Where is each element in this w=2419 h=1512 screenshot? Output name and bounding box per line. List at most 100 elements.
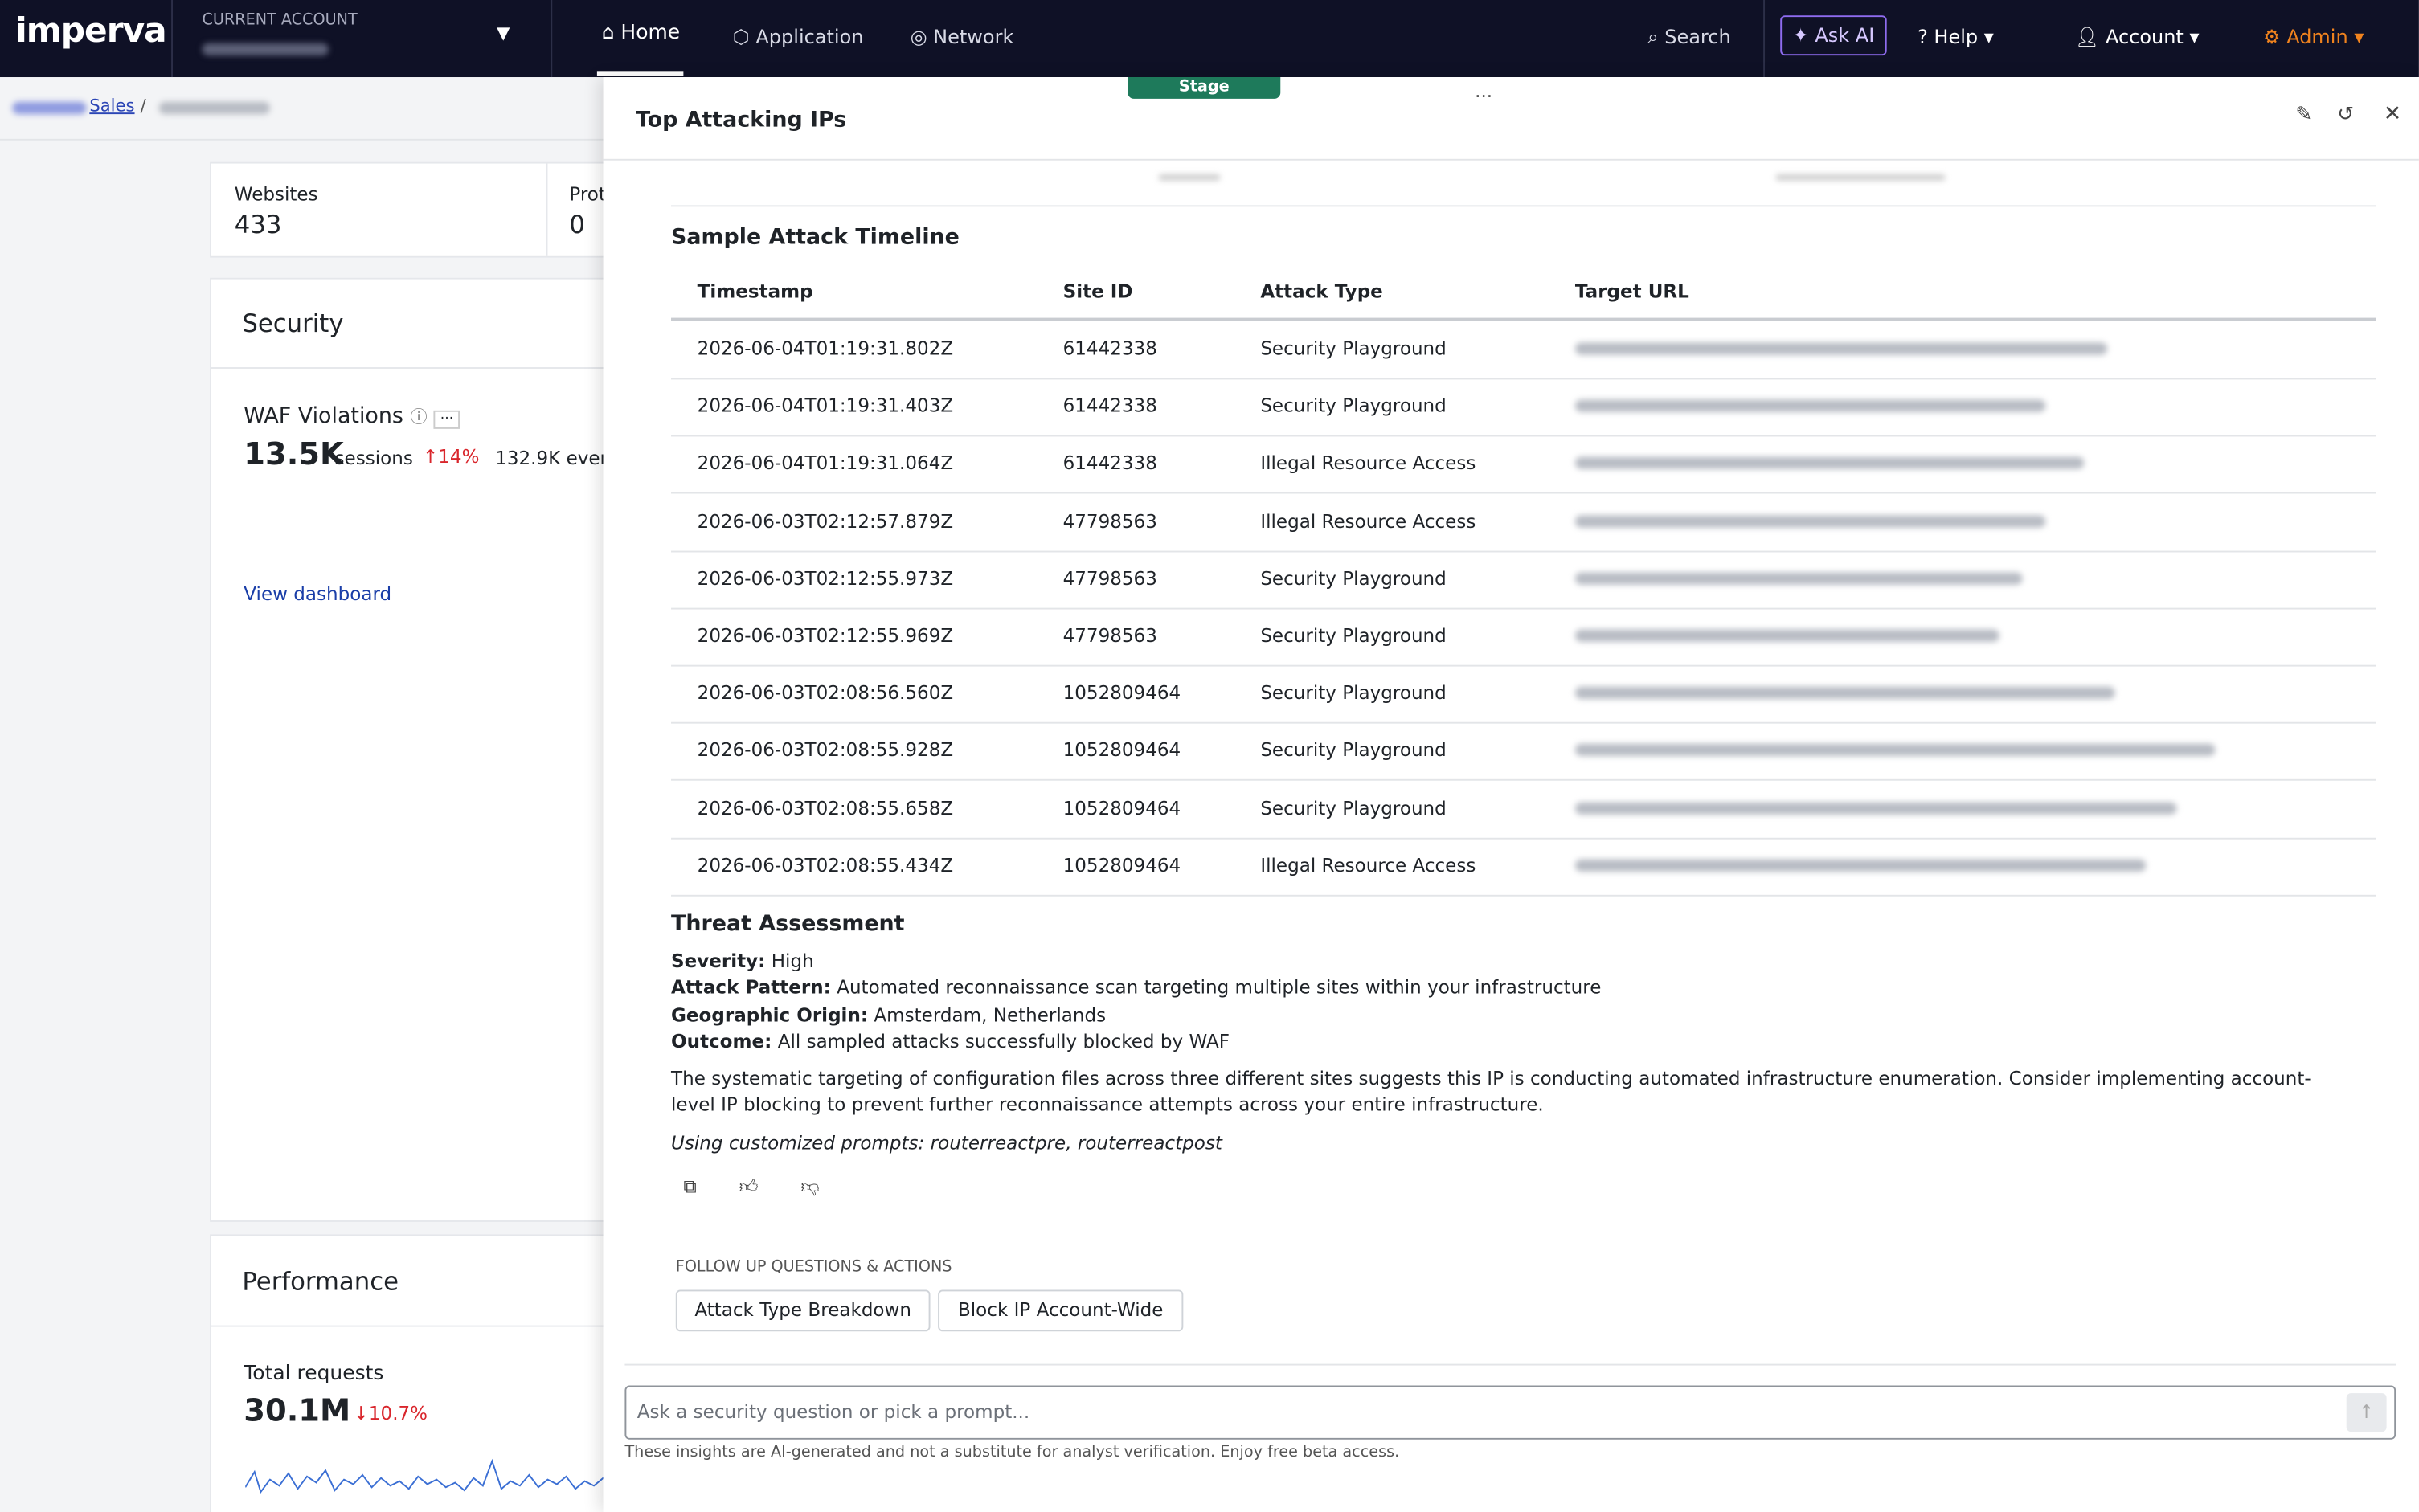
divider [1763, 0, 1766, 78]
copy-button[interactable]: ⧉ [683, 1175, 697, 1198]
nav-active-indicator [596, 71, 684, 76]
security-card: Security WAF Violations ⓘ ··· 13.5K sess… [210, 277, 619, 1222]
total-requests-label: Total requests [244, 1362, 384, 1386]
action-button[interactable]: Block IP Account-Wide [938, 1289, 1184, 1332]
url-redacted [1574, 514, 2046, 527]
table-cell: Illegal Resource Access [1260, 854, 1476, 877]
waf-change: ↑14% [422, 445, 480, 468]
nav-admin-label: Admin [2286, 24, 2348, 48]
waf-unit: sessions [334, 447, 413, 469]
scrolled-text [1158, 174, 1221, 181]
url-redacted [1574, 801, 2177, 815]
divider [211, 367, 613, 369]
divider [546, 163, 548, 256]
breadcrumb-link[interactable]: Sales [89, 96, 135, 116]
threat-item: Geographic Origin: Amsterdam, Netherland… [671, 1003, 1106, 1025]
edit-button[interactable]: ✎ [2295, 103, 2313, 127]
nav-account[interactable]: 👤︎ Account ▾ [2074, 24, 2200, 48]
threat-label: Attack Pattern: [671, 977, 831, 999]
nav-search[interactable]: ⌕ Search [1647, 24, 1731, 48]
nav-help-label: Help [1934, 24, 1979, 48]
column-header: Target URL [1574, 280, 1689, 303]
account-name-redacted [202, 43, 329, 56]
url-redacted [1574, 399, 2046, 413]
table-cell: 1052809464 [1062, 797, 1181, 819]
table-cell: Security Playground [1260, 797, 1447, 819]
table-cell: 1052809464 [1062, 854, 1181, 877]
more-menu[interactable]: ... [1475, 80, 1493, 102]
divider [211, 1325, 613, 1327]
nav-application[interactable]: ⬡ Application [732, 24, 864, 48]
table-cell: Illegal Resource Access [1260, 509, 1476, 532]
threat-value: Amsterdam, Netherlands [874, 1003, 1107, 1026]
prompt-input[interactable]: Ask a security question or pick a prompt… [624, 1385, 2396, 1440]
table-cell: Security Playground [1260, 624, 1447, 647]
url-redacted [1574, 342, 2108, 355]
table-cell: Illegal Resource Access [1260, 452, 1476, 475]
column-header: Timestamp [697, 280, 813, 303]
ask-ai-button[interactable]: ✦ Ask AI [1780, 15, 1887, 56]
history-button[interactable]: ↺ [2337, 103, 2355, 127]
card-title: Performance [242, 1266, 399, 1297]
logo[interactable]: imperva [15, 12, 166, 51]
column-header: Attack Type [1260, 280, 1383, 303]
thumbs-up-button[interactable]: 👍︎ [739, 1175, 759, 1198]
table-cell: 2026-06-04T01:19:31.064Z [697, 452, 954, 475]
table-cell: Security Playground [1260, 739, 1447, 762]
stats-card: Websites 433 Prot 0 [210, 161, 615, 258]
threat-item: Attack Pattern: Automated reconnaissance… [671, 977, 1601, 999]
threat-label: Geographic Origin: [671, 1003, 869, 1026]
table-header: Timestamp Site ID Attack Type Target URL [671, 262, 2376, 321]
stat-label: Websites [234, 183, 318, 206]
breadcrumb-redacted [12, 101, 87, 115]
divider [0, 138, 604, 141]
table-row: 2026-06-03T02:08:55.658Z 1052809464 Securi… [671, 780, 2376, 839]
divider [551, 0, 553, 78]
waf-events: 132.9K event [495, 447, 620, 469]
table-row: 2026-06-04T01:19:31.064Z 61442338 Illegal … [671, 435, 2376, 495]
input-placeholder: Ask a security question or pick a prompt… [636, 1400, 1030, 1423]
threat-paragraph: The systematic targeting of configuratio… [671, 1067, 2311, 1116]
table-cell: 61442338 [1062, 394, 1157, 417]
nav-account-label: Account [2105, 24, 2184, 48]
table-cell: 1052809464 [1062, 739, 1181, 762]
nav-home-label: Home [620, 21, 681, 45]
total-requests-change: ↓10.7% [353, 1402, 428, 1424]
action-button[interactable]: Attack Type Breakdown [675, 1289, 931, 1332]
table-cell: 2026-06-03T02:08:55.434Z [697, 854, 954, 877]
card-title: Security [242, 309, 344, 338]
account-caret[interactable]: ▼ [497, 22, 510, 43]
table-cell: 2026-06-04T01:19:31.403Z [697, 394, 954, 417]
table-row: 2026-06-03T02:12:57.879Z 47798563 Illegal … [671, 493, 2376, 552]
table-row: 2026-06-04T01:19:31.802Z 61442338 Security… [671, 321, 2376, 380]
nav-admin[interactable]: ⚙ Admin ▾ [2263, 24, 2364, 48]
table-cell: 47798563 [1062, 567, 1157, 590]
table-row: 2026-06-03T02:08:55.434Z 1052809464 Illega… [671, 837, 2376, 897]
stat-value: 433 [234, 210, 282, 239]
threat-label: Outcome: [671, 1030, 772, 1052]
total-requests-value: 30.1M [244, 1391, 351, 1429]
divider [671, 205, 2376, 207]
nav-help[interactable]: ? Help ▾ [1918, 24, 1994, 48]
table-cell: 47798563 [1062, 509, 1157, 532]
panel-title: Top Attacking IPs [635, 108, 847, 133]
nav-network-label: Network [933, 24, 1014, 48]
breadcrumb-separator: / [140, 96, 146, 116]
thumbs-down-button[interactable]: 👎︎ [800, 1175, 820, 1198]
prompts-note: Using customized prompts: routerreactpre… [671, 1132, 1222, 1154]
table-cell: 47798563 [1062, 624, 1157, 647]
nav-network[interactable]: ◎ Network [910, 24, 1014, 48]
table-cell: 2026-06-03T02:12:55.969Z [697, 624, 954, 647]
table-cell: 2026-06-03T02:08:55.928Z [697, 739, 954, 762]
section-title: Threat Assessment [671, 911, 905, 937]
close-button[interactable]: ✕ [2383, 101, 2402, 127]
divider [171, 0, 173, 78]
view-dashboard-link[interactable]: View dashboard [244, 582, 392, 605]
waf-value: 13.5K [244, 435, 344, 472]
ask-ai-label: Ask AI [1815, 22, 1875, 47]
send-button[interactable]: ↑ [2346, 1393, 2387, 1432]
nav-home[interactable]: ⌂ Home [601, 21, 681, 45]
breadcrumb-redacted [158, 101, 270, 115]
table-cell: 61442338 [1062, 337, 1157, 360]
